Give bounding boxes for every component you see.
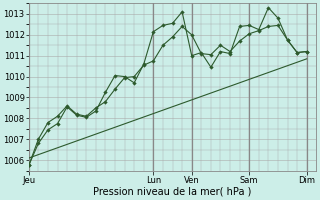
X-axis label: Pression niveau de la mer( hPa ): Pression niveau de la mer( hPa ) — [93, 187, 252, 197]
